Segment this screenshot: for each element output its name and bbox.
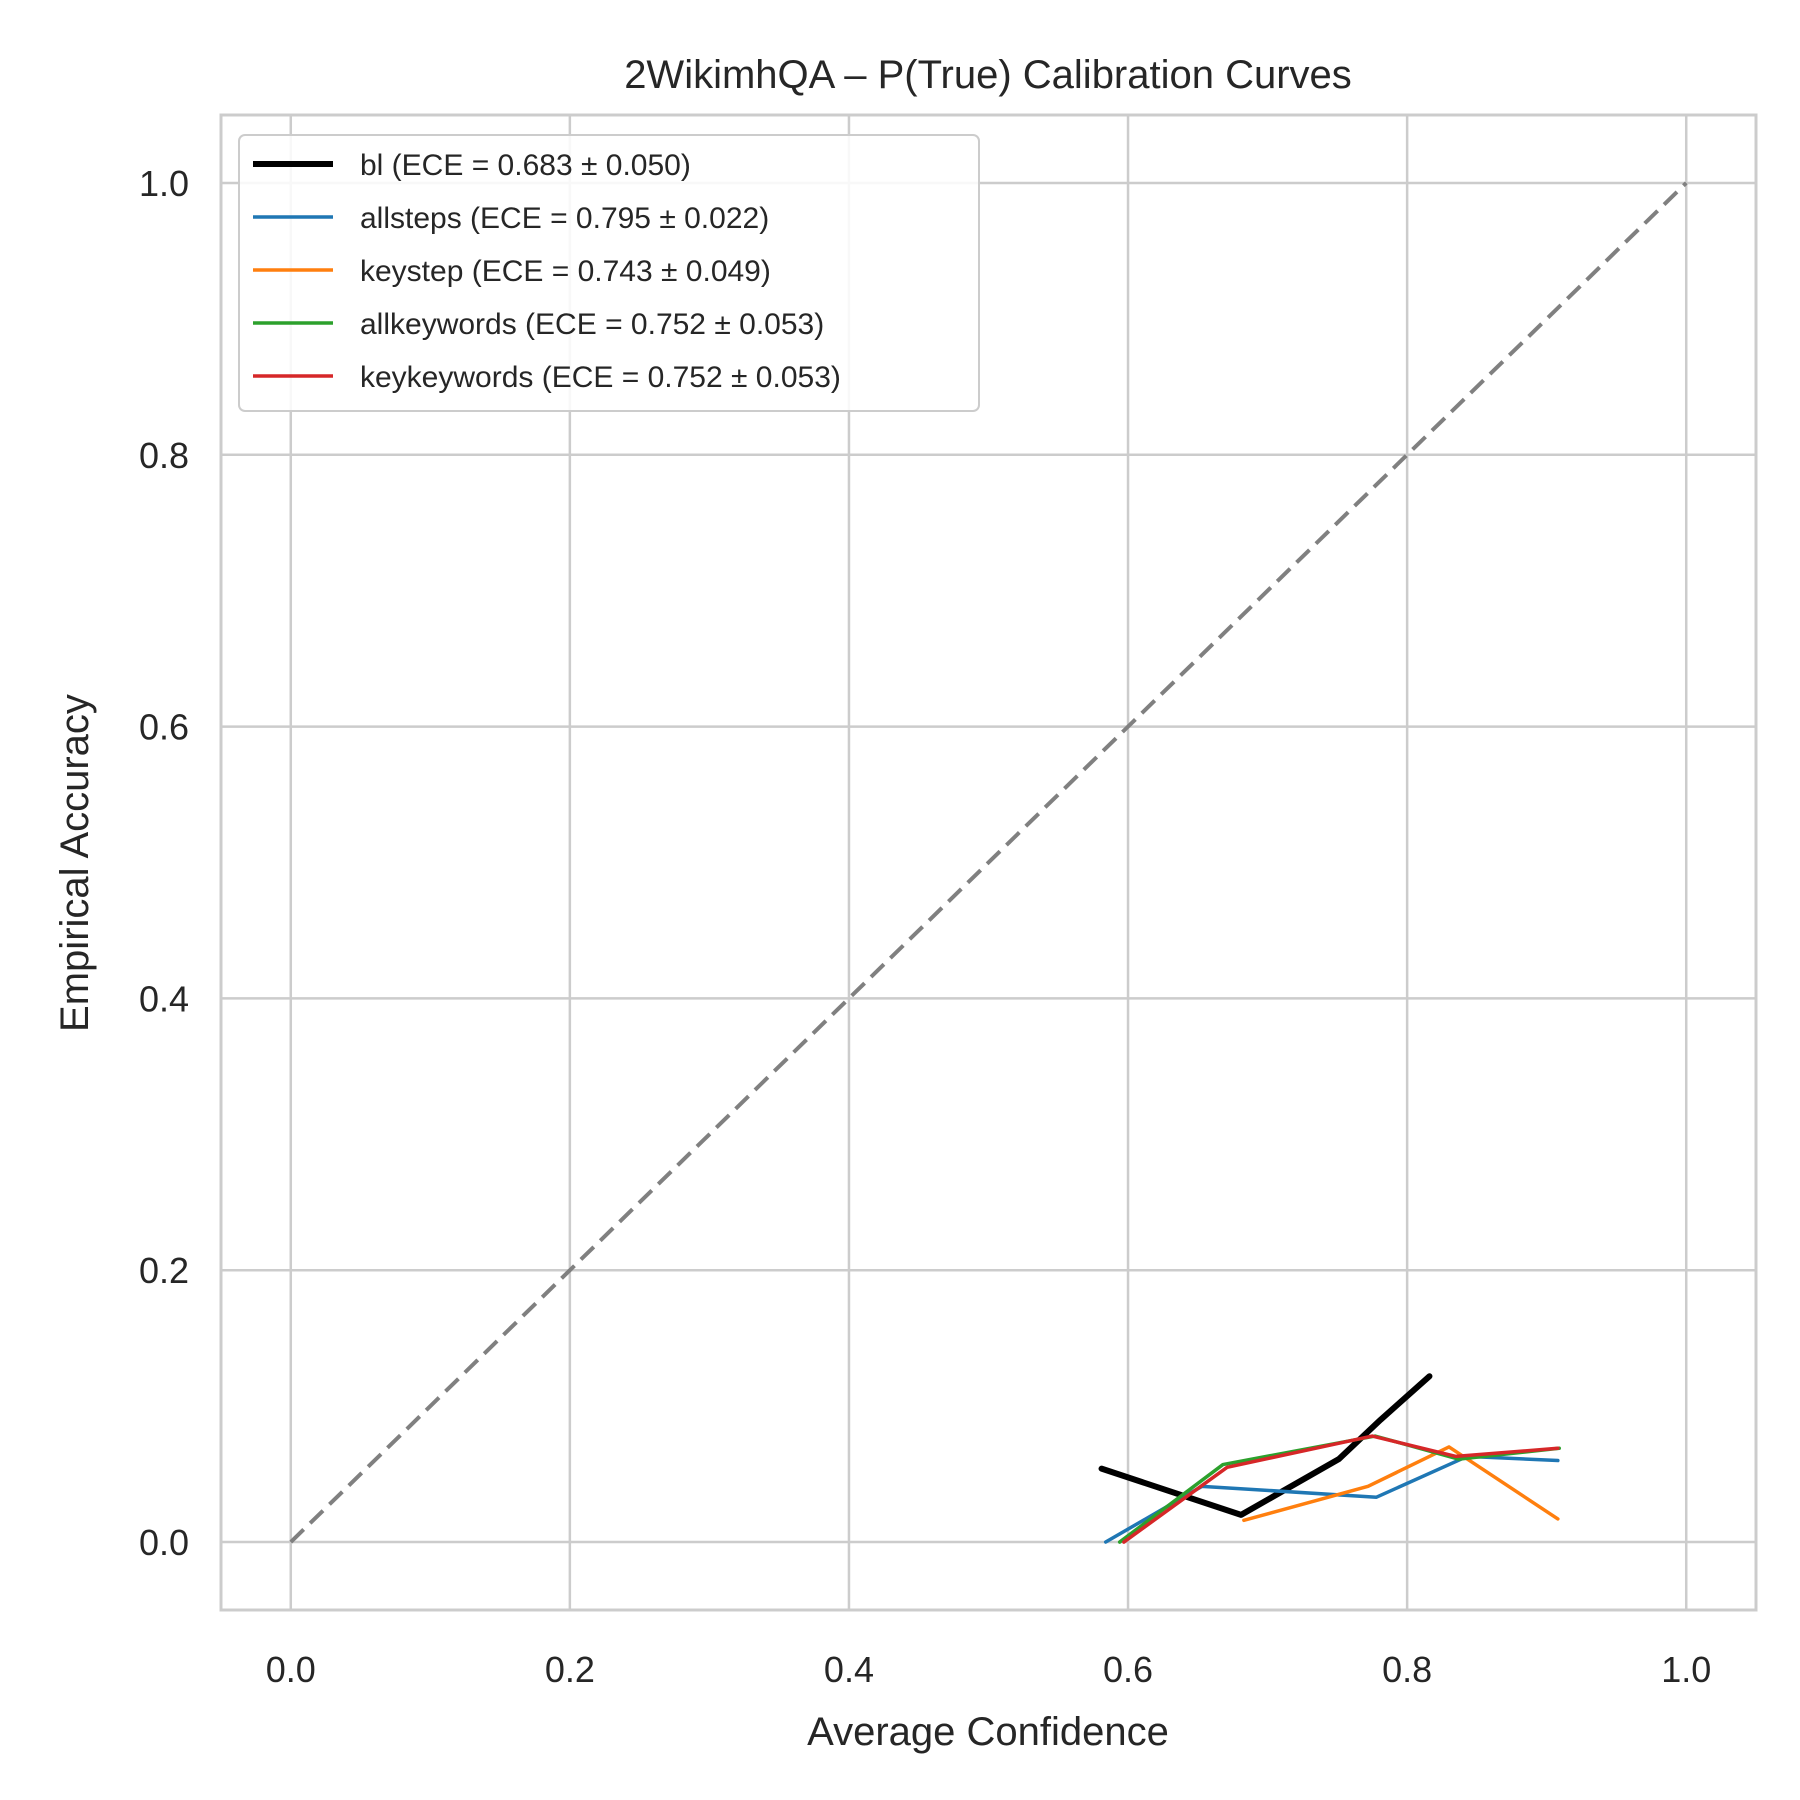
x-tick-label: 0.6 — [1103, 1649, 1153, 1690]
legend-label: allsteps (ECE = 0.795 ± 0.022) — [360, 202, 769, 235]
tick-labels: 0.0 0.2 0.4 0.6 0.8 1.0 0.0 0.2 0.4 0.6 0.8 1.0 — [139, 163, 1711, 1690]
plot-frame — [219, 113, 1758, 1612]
x-tick-label: 0.2 — [545, 1649, 595, 1690]
series-line-2 — [1242, 1445, 1560, 1523]
legend-label: keystep (ECE = 0.743 ± 0.049) — [360, 255, 771, 288]
legend-label: allkeywords (ECE = 0.752 ± 0.053) — [360, 308, 824, 341]
series-lines — [1098, 1373, 1561, 1544]
y-tick-label: 0.6 — [139, 707, 189, 748]
x-tick-label: 0.4 — [824, 1649, 874, 1690]
x-tick-label: 1.0 — [1661, 1649, 1711, 1690]
y-tick-label: 0.8 — [139, 435, 189, 476]
y-tick-label: 0.4 — [139, 978, 189, 1019]
x-tick-label: 0.0 — [266, 1649, 316, 1690]
series-line-0 — [1098, 1373, 1433, 1518]
x-tick-label: 0.8 — [1382, 1649, 1432, 1690]
y-tick-label: 1.0 — [139, 163, 189, 204]
y-axis-label: Empirical Accuracy — [53, 694, 97, 1032]
legend-label: keykeywords (ECE = 0.752 ± 0.053) — [360, 361, 841, 394]
y-tick-label: 0.0 — [139, 1522, 189, 1563]
legend-box — [238, 134, 980, 412]
legend: bl (ECE = 0.683 ± 0.050) allsteps (ECE = … — [238, 134, 980, 412]
grid — [221, 115, 1756, 1610]
perfect-calibration-line — [289, 181, 1688, 1544]
series-line-4 — [1122, 1434, 1560, 1544]
legend-label: bl (ECE = 0.683 ± 0.050) — [360, 149, 691, 182]
x-axis-label: Average Confidence — [807, 1710, 1169, 1754]
y-tick-label: 0.2 — [139, 1250, 189, 1291]
chart-title: 2WikimhQA – P(True) Calibration Curves — [624, 53, 1352, 97]
